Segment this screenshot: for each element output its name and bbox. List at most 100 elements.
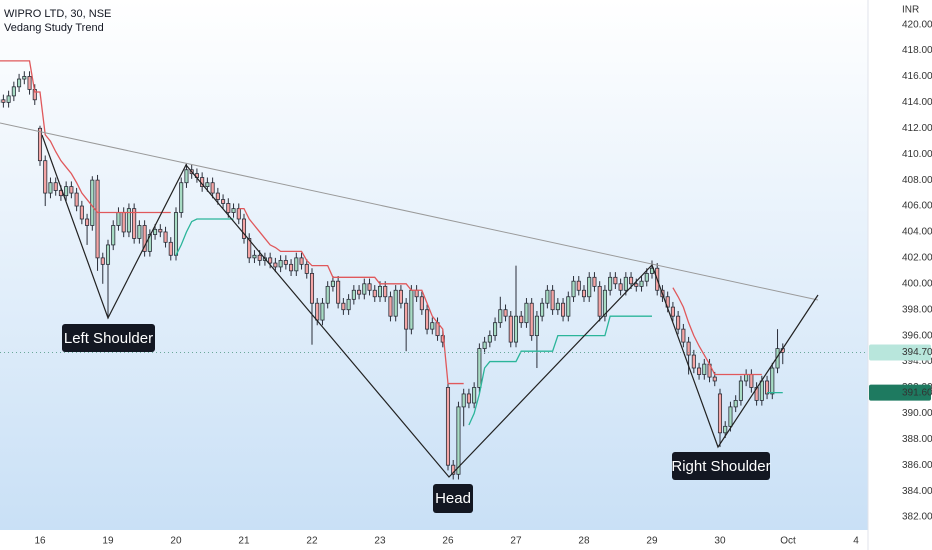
candle-body [555, 302, 560, 311]
candle-body [351, 289, 356, 300]
candle-body [22, 76, 27, 80]
candle-body [493, 322, 498, 337]
y-tick-label: 410.00 [902, 149, 932, 160]
candle-body [53, 182, 58, 191]
candle-body [43, 160, 48, 194]
candle-body [419, 296, 424, 311]
candle-body [477, 348, 482, 388]
candle-body [404, 302, 409, 330]
candle-body [691, 354, 696, 369]
candle-body [341, 302, 346, 311]
candle-body [759, 380, 764, 401]
candle-body [273, 262, 278, 268]
candle-body [513, 315, 519, 343]
candle-body [27, 76, 32, 90]
candle-body [184, 169, 189, 184]
candle-body [733, 400, 738, 408]
plot-background [0, 0, 868, 530]
candle-body [681, 328, 686, 343]
pattern-line [41, 134, 819, 478]
annotation-box [62, 324, 155, 352]
candle-body [278, 260, 283, 268]
candle-body [142, 225, 147, 252]
candle-body [95, 179, 100, 259]
candle-body [498, 309, 503, 324]
price-tag-label: 394.70 [902, 347, 932, 358]
candle-body [205, 182, 210, 188]
candle-body [1, 99, 6, 103]
candle-body [257, 254, 262, 261]
candle-body [173, 212, 179, 256]
candle-body [670, 306, 675, 317]
axis-unit: INR [902, 5, 919, 16]
candle-body [414, 289, 419, 298]
indicator-line [0, 60, 171, 214]
candle-body [252, 254, 257, 259]
candle-body [105, 244, 111, 265]
x-tick-label: 26 [442, 536, 454, 547]
candle-body [158, 228, 163, 233]
candle-body [221, 199, 226, 204]
candle-body [576, 280, 581, 291]
x-tick-label: 23 [374, 536, 386, 547]
candle-body [179, 182, 184, 213]
candle-body [717, 393, 723, 434]
x-tick-label: 4 [853, 536, 859, 547]
candle-body [147, 234, 152, 252]
drawings: Left Shoulder Head Right Shoulder [0, 122, 819, 513]
y-tick-label: 390.00 [902, 408, 932, 419]
candle-body [482, 341, 487, 349]
candle-body [137, 225, 142, 239]
candle-body [529, 302, 534, 337]
candle-body [472, 387, 477, 404]
annotation: Right Shoulder [671, 458, 770, 475]
candle-body [749, 374, 754, 388]
candle-body [17, 78, 22, 88]
candle-body [283, 260, 288, 265]
candle-body [383, 285, 388, 298]
x-tick-label: 27 [510, 536, 522, 547]
annotation: Left Shoulder [64, 330, 153, 347]
candle-body [425, 309, 430, 330]
candle-body [294, 257, 299, 272]
y-tick-label: 388.00 [902, 434, 932, 445]
candle-body [644, 273, 649, 282]
candle-body [550, 289, 555, 311]
y-tick-label: 404.00 [902, 227, 932, 238]
candle-body [770, 367, 775, 395]
indicator-line [672, 287, 762, 376]
price-tag-label: 391.60 [902, 387, 932, 398]
candle-body [602, 289, 607, 317]
candle-body [111, 225, 116, 246]
candle-body [268, 257, 273, 264]
y-tick-label: 386.00 [902, 460, 932, 471]
y-tick-label: 412.00 [902, 123, 932, 134]
candle-body [744, 374, 749, 382]
candle-body [571, 280, 576, 298]
axes: 382.00384.00386.00388.00390.00392.00394.… [34, 19, 932, 546]
candle-body [299, 257, 304, 265]
candle-body [398, 289, 403, 304]
candle-body [723, 425, 728, 434]
candle-body [132, 208, 137, 239]
candle-body [236, 208, 241, 220]
candle-body [613, 276, 618, 285]
neckline-trend [0, 122, 819, 301]
candle-body [738, 380, 743, 401]
indicator-line [238, 207, 464, 385]
x-tick-label: 20 [170, 536, 182, 547]
x-tick-label: 28 [578, 536, 590, 547]
candle-body [69, 186, 74, 194]
candle-body [508, 315, 513, 343]
candle-body [561, 302, 566, 317]
candle-body [215, 192, 220, 200]
candle-body [210, 182, 215, 194]
candle-body [445, 387, 451, 466]
candle-body [461, 393, 466, 408]
candle-body [634, 283, 639, 287]
y-tick-label: 394.00 [902, 356, 932, 367]
x-tick-label: Oct [780, 536, 796, 547]
candle-body [456, 406, 461, 475]
candle-body [686, 341, 691, 356]
